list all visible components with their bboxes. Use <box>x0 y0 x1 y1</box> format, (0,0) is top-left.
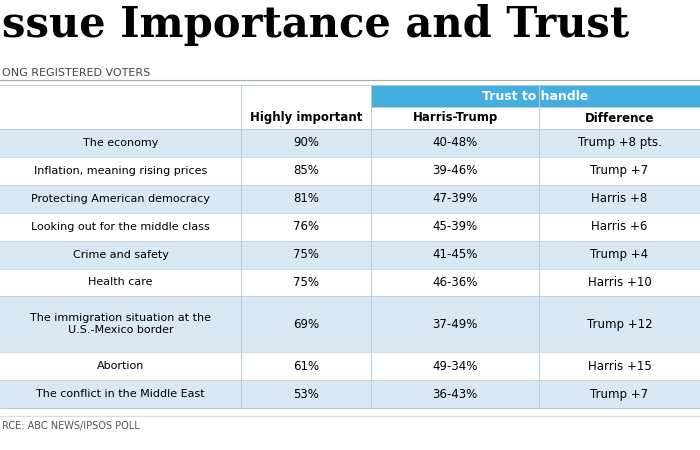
Bar <box>0 129 700 157</box>
Bar <box>0 297 700 352</box>
Text: ONG REGISTERED VOTERS: ONG REGISTERED VOTERS <box>2 68 150 78</box>
Text: Trump +4: Trump +4 <box>590 248 649 261</box>
Text: 36-43%: 36-43% <box>433 387 477 400</box>
Text: 76%: 76% <box>293 220 319 233</box>
Text: Inflation, meaning rising prices: Inflation, meaning rising prices <box>34 166 207 176</box>
Text: Harris +15: Harris +15 <box>587 360 652 373</box>
Text: 47-39%: 47-39% <box>433 192 477 205</box>
Text: Crime and safety: Crime and safety <box>73 250 169 260</box>
Bar <box>0 185 700 213</box>
Text: Health care: Health care <box>88 278 153 288</box>
Text: Highly important: Highly important <box>250 112 363 125</box>
Text: Trump +7: Trump +7 <box>590 164 649 177</box>
Text: Harris +6: Harris +6 <box>592 220 648 233</box>
Text: Harris +10: Harris +10 <box>587 276 652 289</box>
Text: The economy: The economy <box>83 138 158 148</box>
Text: 39-46%: 39-46% <box>433 164 477 177</box>
Text: 75%: 75% <box>293 276 319 289</box>
Text: 81%: 81% <box>293 192 319 205</box>
Bar <box>0 352 700 380</box>
Text: Trump +8 pts.: Trump +8 pts. <box>578 136 662 149</box>
Text: 40-48%: 40-48% <box>433 136 477 149</box>
Bar <box>0 269 700 297</box>
Bar <box>371 85 700 107</box>
Text: Trump +12: Trump +12 <box>587 318 652 331</box>
Text: Abortion: Abortion <box>97 361 144 371</box>
Text: 61%: 61% <box>293 360 319 373</box>
Text: 45-39%: 45-39% <box>433 220 477 233</box>
Bar <box>0 241 700 269</box>
Text: RCE: ABC NEWS/IPSOS POLL: RCE: ABC NEWS/IPSOS POLL <box>2 421 140 431</box>
Text: 46-36%: 46-36% <box>433 276 477 289</box>
Text: 69%: 69% <box>293 318 319 331</box>
Text: 85%: 85% <box>293 164 319 177</box>
Text: The conflict in the Middle East: The conflict in the Middle East <box>36 389 205 399</box>
Bar <box>0 157 700 185</box>
Text: 75%: 75% <box>293 248 319 261</box>
Text: Protecting American democracy: Protecting American democracy <box>32 194 210 204</box>
Text: Harris-Trump: Harris-Trump <box>412 112 498 125</box>
Text: 37-49%: 37-49% <box>433 318 477 331</box>
Text: 41-45%: 41-45% <box>433 248 477 261</box>
Text: 53%: 53% <box>293 387 319 400</box>
Text: Trump +7: Trump +7 <box>590 387 649 400</box>
Text: 49-34%: 49-34% <box>433 360 477 373</box>
Text: The immigration situation at the
U.S.-Mexico border: The immigration situation at the U.S.-Me… <box>30 313 211 336</box>
Bar <box>0 380 700 408</box>
Text: Trust to handle: Trust to handle <box>482 90 589 103</box>
Text: Harris +8: Harris +8 <box>592 192 648 205</box>
Text: ssue Importance and Trust: ssue Importance and Trust <box>2 4 629 46</box>
Text: Difference: Difference <box>584 112 654 125</box>
Bar <box>0 213 700 241</box>
Text: 90%: 90% <box>293 136 319 149</box>
Text: Looking out for the middle class: Looking out for the middle class <box>32 222 210 232</box>
